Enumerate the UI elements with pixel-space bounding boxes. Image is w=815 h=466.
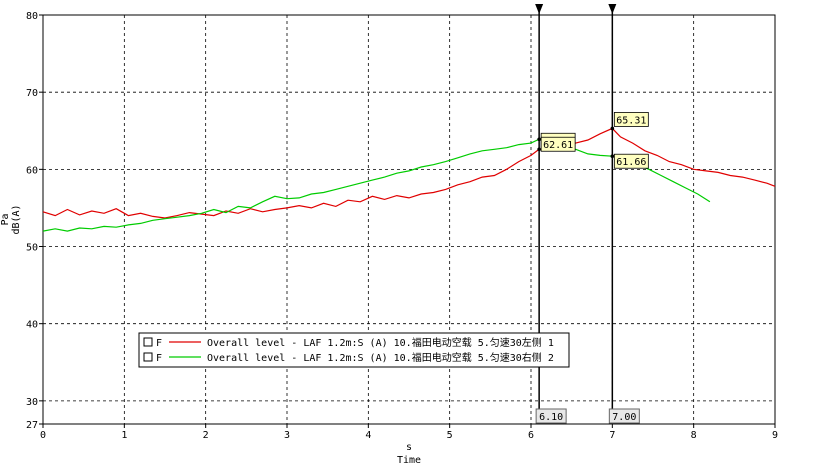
cursor-handle-icon[interactable] (608, 4, 617, 14)
y-tick-label: 50 (26, 243, 38, 254)
cursor-handle-icon[interactable] (535, 4, 544, 14)
x-tick-label: 2 (203, 430, 209, 441)
legend-checkbox[interactable] (143, 352, 153, 362)
legend-entry[interactable]: F Overall level - LAF 1.2m:S (A) 10.福田电动… (143, 336, 554, 349)
x-tick-label: 8 (691, 430, 697, 441)
value-marker (537, 137, 541, 142)
x-tick-label: 3 (284, 430, 290, 441)
plot-frame (42, 14, 776, 425)
cursor-readout-box (535, 408, 567, 424)
x-tick-label: 9 (772, 430, 778, 441)
series-layer (42, 127, 776, 232)
value-marker (537, 147, 541, 152)
ticks-layer: 0 1 2 3 4 5 6 7 8 9 27 30 40 50 60 70 80 (26, 11, 778, 441)
y-tick-label: 70 (26, 88, 38, 99)
legend-prefix: F (156, 353, 162, 364)
series-line-1 (42, 127, 776, 219)
series-line-2 (42, 138, 711, 232)
legend-box (138, 332, 570, 368)
y-tick-label: 60 (26, 165, 38, 176)
x-tick-label: 6 (528, 430, 534, 441)
legend-label: Overall level - LAF 1.2m:S (A) 10.福田电动空载… (207, 351, 554, 364)
value-marker (610, 126, 615, 131)
legend-label: Overall level - LAF 1.2m:S (A) 10.福田电动空载… (207, 336, 554, 349)
x-tick-label: 7 (609, 430, 615, 441)
cursor-1[interactable]: 6.1063.8662.61 (535, 4, 576, 424)
y-tick-label: 27 (26, 420, 38, 431)
legend-prefix: F (156, 338, 162, 349)
legend-checkbox[interactable] (143, 337, 153, 347)
legend: F Overall level - LAF 1.2m:S (A) 10.福田电动… (138, 332, 570, 368)
y-tick-label: 80 (26, 11, 38, 22)
x-tick-label: 4 (365, 430, 371, 441)
value-tag-box (613, 112, 649, 127)
y-tick-label: 40 (26, 320, 38, 331)
value-tag-box (613, 153, 649, 169)
y-tick-label: 30 (26, 397, 38, 408)
x-tick-label: 0 (40, 430, 46, 441)
value-marker (610, 154, 615, 159)
x-axis-label: Time (397, 455, 421, 466)
cursor-2[interactable]: 7.00 65.31 61.66 (608, 4, 649, 424)
x-axis-unit: s (406, 442, 412, 453)
legend-entry[interactable]: F Overall level - LAF 1.2m:S (A) 10.福田电动… (143, 351, 554, 364)
cursor-readout: 7.00 (612, 412, 636, 423)
value-tag: 61.66 (616, 157, 646, 168)
y-axis-label: dB(A) (11, 204, 22, 234)
y-axis-unit: Pa (0, 213, 11, 225)
cursor-readout: 6.10 (539, 412, 563, 423)
value-tag: 65.31 (616, 115, 646, 126)
cursor-layer[interactable]: 6.1063.8662.61 7.00 65.31 61.66 (535, 4, 649, 424)
cursor-readout-box (608, 408, 640, 424)
value-tag: 62.61 (543, 140, 573, 151)
value-tag-box (540, 136, 576, 152)
x-tick-label: 5 (447, 430, 453, 441)
x-tick-label: 1 (121, 430, 127, 441)
